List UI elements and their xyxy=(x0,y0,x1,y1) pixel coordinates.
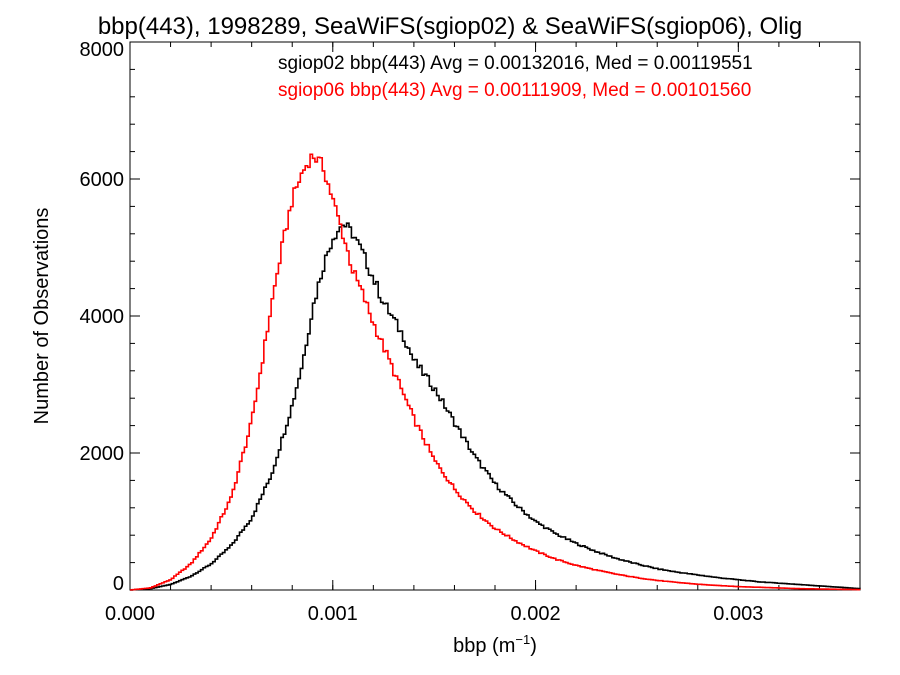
y-axis-ticks: 0 2000 4000 6000 8000 xyxy=(80,39,860,595)
plot-border xyxy=(129,41,861,591)
x-axis-label-close: ) xyxy=(530,635,537,657)
x-axis-label-superscript: −1 xyxy=(515,632,530,647)
y-axis-label: Number of Observations xyxy=(31,208,53,425)
series-line-sgiop02 xyxy=(130,222,861,591)
y-tick-label: 4000 xyxy=(80,306,125,328)
y-tick-label: 2000 xyxy=(80,443,125,465)
x-axis-label: bbp (m−1) xyxy=(453,632,537,657)
y-tick-label: 0 xyxy=(113,573,124,595)
x-tick-label: 0.001 xyxy=(308,603,358,625)
stats-text-sgiop06: sgiop06 bbp(443) Avg = 0.00111909, Med =… xyxy=(278,80,751,101)
x-tick-label: 0.000 xyxy=(105,603,155,625)
chart-title: bbp(443), 1998289, SeaWiFS(sgiop02) & Se… xyxy=(98,13,802,40)
series-lines xyxy=(130,153,861,591)
plot-frame xyxy=(129,41,861,591)
y-tick-label: 8000 xyxy=(80,39,125,61)
x-axis-ticks: 0.000 0.001 0.002 0.003 xyxy=(105,42,820,625)
series-line-sgiop06 xyxy=(130,153,861,591)
x-tick-label: 0.002 xyxy=(511,603,561,625)
x-tick-label: 0.003 xyxy=(713,603,763,625)
stats-text-sgiop02: sgiop02 bbp(443) Avg = 0.00132016, Med =… xyxy=(278,53,753,74)
x-axis-label-base: bbp (m xyxy=(453,635,515,657)
y-tick-label: 6000 xyxy=(80,169,125,191)
